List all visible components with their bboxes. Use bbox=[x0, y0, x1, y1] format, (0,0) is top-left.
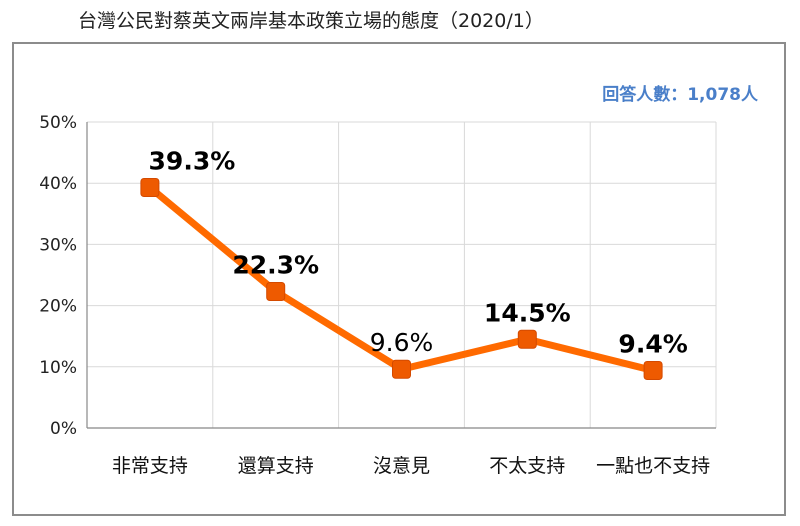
data-label: 9.4% bbox=[618, 329, 687, 358]
data-point bbox=[392, 359, 411, 379]
y-tick-label: 40% bbox=[39, 174, 77, 194]
chart-title: 台灣公民對蔡英文兩岸基本政策立場的態度（2020/1） bbox=[78, 10, 544, 32]
data-label: 9.6% bbox=[370, 328, 434, 357]
chart-frame bbox=[12, 42, 786, 516]
respondents-count: 回答人數：1,078人 bbox=[602, 85, 758, 105]
y-tick-label: 0% bbox=[50, 419, 77, 439]
data-point bbox=[140, 177, 160, 197]
x-tick-label: 沒意見 bbox=[373, 455, 430, 477]
data-label: 22.3% bbox=[232, 251, 319, 280]
data-point bbox=[517, 329, 537, 349]
x-tick-label: 還算支持 bbox=[238, 455, 314, 477]
y-tick-label: 30% bbox=[39, 235, 77, 255]
x-tick-label: 非常支持 bbox=[112, 455, 188, 477]
y-tick-label: 50% bbox=[39, 113, 77, 133]
data-point bbox=[643, 360, 663, 380]
y-tick-label: 20% bbox=[39, 297, 77, 317]
x-tick-label: 一點也不支持 bbox=[596, 455, 710, 477]
data-label: 14.5% bbox=[484, 298, 571, 327]
y-tick-label: 10% bbox=[39, 358, 77, 378]
data-point bbox=[266, 282, 286, 302]
x-tick-label: 不太支持 bbox=[489, 455, 565, 477]
data-label: 39.3% bbox=[149, 146, 236, 175]
